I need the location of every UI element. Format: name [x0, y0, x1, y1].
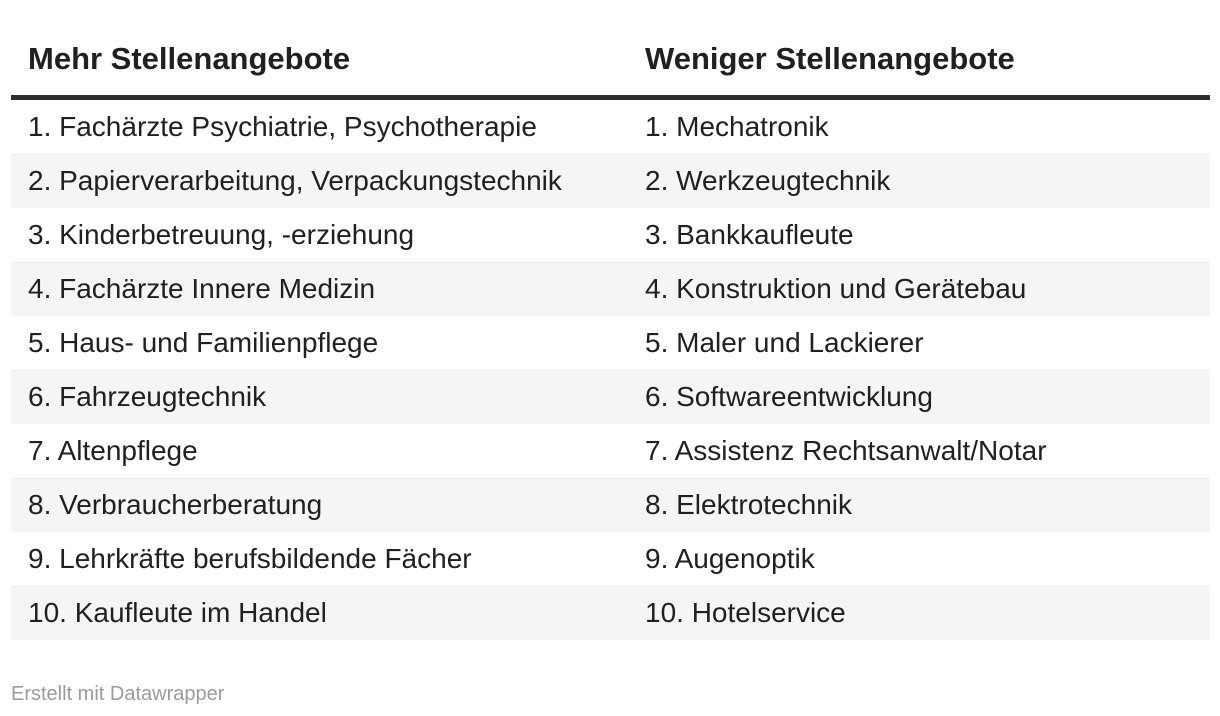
table-cell: 2. Papierverarbeitung, Verpackungstechni… [28, 165, 562, 196]
table-cell: 9. Augenoptik [645, 543, 815, 574]
table-row: 5. Haus- und Familienpflege 5. Maler und… [11, 316, 1210, 370]
table-cell: 1. Fachärzte Psychiatrie, Psychotherapie [28, 111, 537, 142]
table-row: 3. Kinderbetreuung, -erziehung 3. Bankka… [11, 208, 1210, 262]
table-cell: 6. Fahrzeugtechnik [28, 381, 267, 412]
table-row: 1. Fachärzte Psychiatrie, Psychotherapie… [11, 100, 1210, 154]
table-cell: 2. Werkzeugtechnik [645, 165, 891, 196]
table-cell: 9. Lehrkräfte berufsbildende Fächer [28, 543, 472, 574]
table-row: 2. Papierverarbeitung, Verpackungstechni… [11, 154, 1210, 208]
table-cell: 4. Konstruktion und Gerätebau [645, 273, 1027, 304]
table-cell: 5. Haus- und Familienpflege [28, 327, 379, 358]
table-cell: 3. Kinderbetreuung, -erziehung [28, 219, 415, 250]
table-row: 6. Fahrzeugtechnik 6. Softwareentwicklun… [11, 370, 1210, 424]
column-header-weniger-stellenangebote: Weniger Stellenangebote [645, 41, 1015, 76]
table-row: 7. Altenpflege 7. Assistenz Rechtsanwalt… [11, 424, 1210, 478]
table-cell: 8. Elektrotechnik [645, 489, 852, 520]
table-cell: 3. Bankkaufleute [645, 219, 854, 250]
ranking-table: Mehr Stellenangebote Weniger Stellenange… [11, 0, 1210, 640]
attribution: Erstellt mit Datawrapper [11, 683, 225, 705]
table-cell: 4. Fachärzte Innere Medizin [28, 273, 376, 304]
table-cell: 10. Hotelservice [645, 597, 846, 628]
table-cell: 6. Softwareentwicklung [645, 381, 933, 412]
table-cell: 7. Altenpflege [28, 435, 198, 466]
table-cell: 10. Kaufleute im Handel [28, 597, 327, 628]
table-row: 9. Lehrkräfte berufsbildende Fächer 9. A… [11, 532, 1210, 586]
table-cell: 7. Assistenz Rechtsanwalt/Notar [645, 435, 1047, 466]
table-cell: 5. Maler und Lackierer [645, 327, 924, 358]
table-row: 8. Verbraucherberatung 8. Elektrotechnik [11, 478, 1210, 532]
table-cell: 8. Verbraucherberatung [28, 489, 323, 520]
table-row: 4. Fachärzte Innere Medizin 4. Konstrukt… [11, 262, 1210, 316]
table-header-row: Mehr Stellenangebote Weniger Stellenange… [11, 0, 1210, 100]
table-row: 10. Kaufleute im Handel 10. Hotelservice [11, 586, 1210, 640]
table-cell: 1. Mechatronik [645, 111, 829, 142]
column-header-mehr-stellenangebote: Mehr Stellenangebote [28, 41, 351, 76]
table-body: 1. Fachärzte Psychiatrie, Psychotherapie… [11, 100, 1210, 640]
